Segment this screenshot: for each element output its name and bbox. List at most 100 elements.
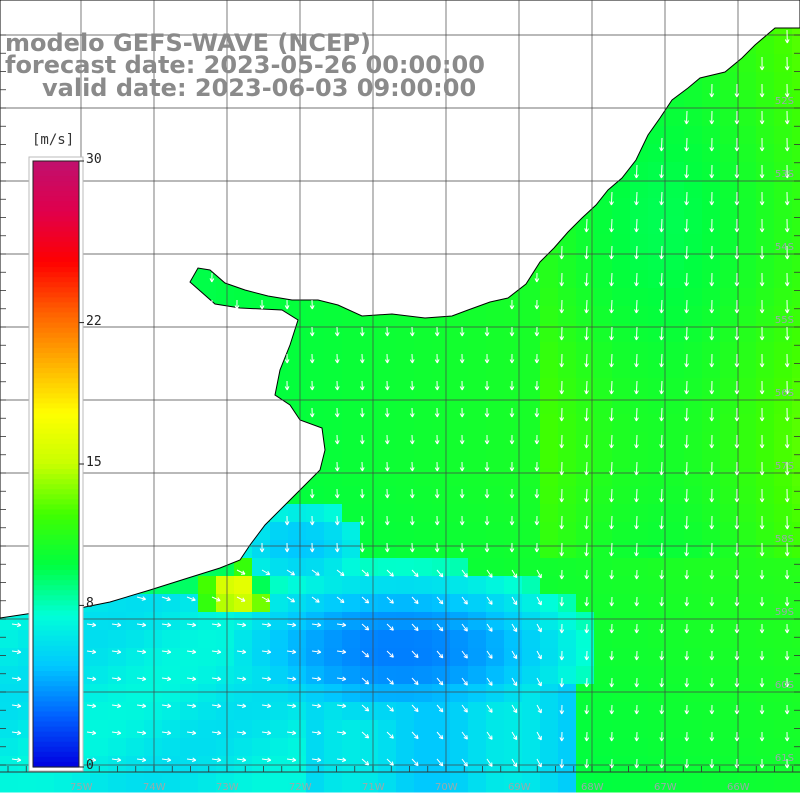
wind-cell [270, 558, 289, 577]
wind-cell [504, 720, 523, 739]
wind-cell [540, 612, 559, 631]
wind-cell [684, 612, 703, 631]
wind-arrow [684, 326, 690, 341]
wind-cell [378, 342, 397, 361]
wind-cell [414, 468, 433, 487]
wind-cell [666, 576, 685, 595]
wind-cell [594, 468, 613, 487]
wind-cell [630, 324, 649, 343]
wind-cell [612, 432, 631, 451]
wind-cell [756, 90, 775, 109]
wind-cell [360, 324, 379, 343]
wind-cell [756, 108, 775, 127]
longitude-label: 68W [581, 782, 604, 793]
wind-cell [630, 648, 649, 667]
wind-cell [684, 468, 703, 487]
wind-cell [648, 684, 667, 703]
wind-cell [594, 612, 613, 631]
wind-arrow [411, 731, 419, 740]
wind-cell [486, 522, 505, 541]
wind-cell [396, 774, 415, 793]
wind-cell [648, 486, 667, 505]
wind-arrow [309, 407, 315, 418]
wind-arrow [336, 596, 345, 604]
wind-cell [522, 324, 541, 343]
wind-cell [630, 630, 649, 649]
wind-cell [288, 720, 307, 739]
wind-cell [738, 198, 757, 217]
wind-cell [540, 522, 559, 541]
wind-cell [774, 486, 793, 505]
wind-cell [324, 612, 343, 631]
wind-cell [702, 450, 721, 469]
wind-arrow [759, 137, 765, 152]
wind-arrow [734, 488, 740, 503]
wind-cell [522, 702, 541, 721]
wind-cell [522, 648, 541, 667]
wind-cell [306, 738, 325, 757]
wind-arrow [236, 757, 247, 763]
wind-cell [612, 288, 631, 307]
wind-cell [306, 630, 325, 649]
wind-arrow [311, 730, 322, 736]
wind-cell [198, 720, 217, 739]
wind-arrow [759, 732, 765, 742]
colorbar-segment [33, 615, 79, 622]
wind-cell [720, 414, 739, 433]
wind-arrow [709, 326, 715, 341]
wind-arrow [559, 677, 565, 688]
wind-cell [324, 504, 343, 523]
wind-cell [342, 702, 361, 721]
wind-cell [684, 576, 703, 595]
wind-cell [522, 738, 541, 757]
wind-arrow [684, 137, 690, 152]
colorbar-segment [33, 171, 79, 177]
wind-arrow [709, 137, 715, 152]
wind-arrow [759, 245, 765, 260]
wind-cell [720, 432, 739, 451]
colorbar-segment [33, 756, 79, 763]
wind-cell [720, 270, 739, 289]
wind-cell [414, 738, 433, 757]
wind-arrow [584, 758, 590, 769]
colorbar-segment [33, 322, 79, 329]
wind-cell [558, 396, 577, 415]
wind-arrow [709, 623, 715, 634]
wind-cell [522, 630, 541, 649]
wind-cell [270, 738, 289, 757]
wind-cell [738, 450, 757, 469]
wind-arrow [684, 569, 690, 580]
wind-arrow [734, 542, 740, 557]
wind-cell [288, 666, 307, 685]
wind-cell [144, 774, 163, 793]
wind-cell [468, 738, 487, 757]
colorbar-segment [33, 453, 79, 460]
wind-cell [450, 612, 469, 631]
wind-cell [180, 630, 199, 649]
colorbar-segment [33, 317, 79, 324]
wind-cell [666, 198, 685, 217]
wind-cell [756, 270, 775, 289]
wind-arrow [461, 758, 468, 767]
wind-arrow [136, 730, 147, 736]
wind-cell [198, 702, 217, 721]
wind-cell [594, 198, 613, 217]
wind-cell [252, 702, 271, 721]
colorbar-segment [33, 287, 79, 293]
wind-cell [234, 648, 253, 667]
wind-cell [684, 720, 703, 739]
wind-cell [306, 342, 325, 361]
wind-cell [360, 522, 379, 541]
wind-arrow [684, 596, 690, 607]
wind-cell [684, 234, 703, 253]
wind-arrow [534, 461, 540, 472]
wind-cell [576, 630, 595, 649]
wind-cell [504, 774, 523, 793]
wind-cell [612, 234, 631, 253]
wind-cell [414, 702, 433, 721]
wind-cell [720, 738, 739, 757]
wind-cell [756, 738, 775, 757]
wind-cell [666, 504, 685, 523]
wind-cell [738, 486, 757, 505]
wind-cell [522, 468, 541, 487]
